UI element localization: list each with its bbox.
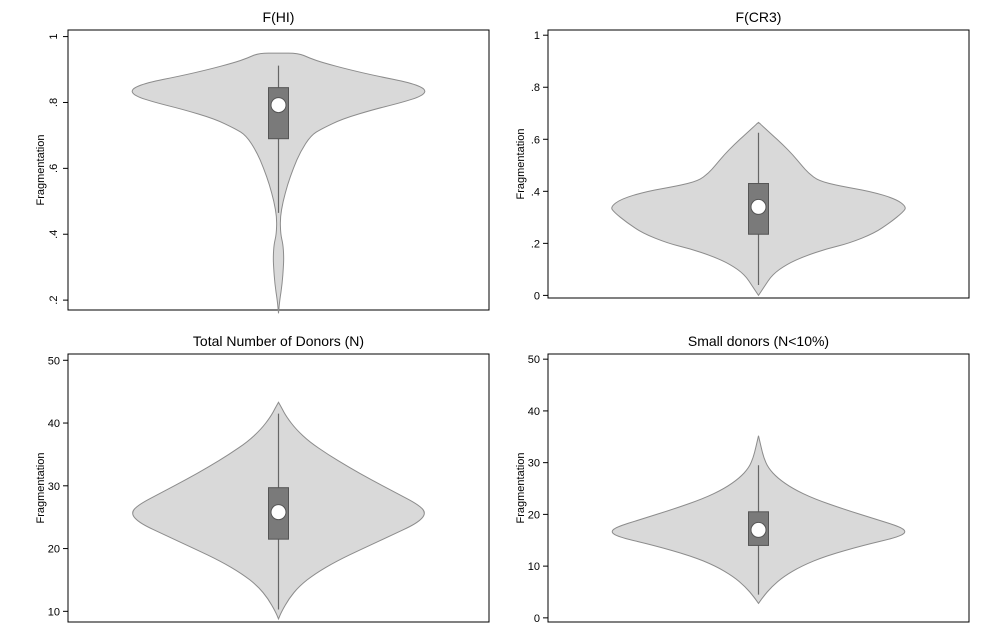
y-tick-label: .8 bbox=[531, 82, 540, 94]
plot-frame bbox=[547, 353, 970, 623]
y-tick-label: 20 bbox=[48, 544, 60, 556]
y-tick-label: .2 bbox=[48, 296, 60, 305]
panel-4: Small donors (N<10%) Fragmentation 0 10 20 30… bbox=[515, 333, 970, 625]
panel-title: F(CR3) bbox=[736, 9, 782, 25]
y-tick-label: 20 bbox=[528, 509, 540, 521]
panel-title: Total Number of Donors (N) bbox=[193, 333, 364, 349]
y-tick-label: 30 bbox=[528, 458, 540, 470]
y-axis-label: Fragmentation bbox=[515, 129, 527, 200]
y-tick-label: .6 bbox=[48, 164, 60, 173]
y-tick-label: 0 bbox=[534, 613, 540, 625]
panel-2: F(CR3) Fragmentation 0 .2 .4 .6 .8 1 bbox=[515, 9, 970, 302]
y-axis-label: Fragmentation bbox=[35, 453, 47, 524]
y-tick-label: .6 bbox=[531, 134, 540, 146]
median-marker bbox=[270, 97, 287, 114]
median-marker bbox=[750, 521, 767, 538]
y-axis-label: Fragmentation bbox=[515, 453, 527, 524]
plot-frame bbox=[547, 29, 970, 299]
y-tick-label: 0 bbox=[534, 290, 540, 302]
y-tick-label: 40 bbox=[48, 418, 60, 430]
y-tick-label: 1 bbox=[48, 34, 60, 40]
y-tick-label: 50 bbox=[528, 354, 540, 366]
median-marker bbox=[270, 504, 287, 521]
median-marker bbox=[750, 198, 767, 215]
panel-1: F(HI) Fragmentation .2 .4 .6 .8 1 bbox=[35, 9, 490, 314]
y-tick-label: 10 bbox=[528, 561, 540, 573]
plot-frame bbox=[67, 353, 490, 623]
y-tick-label: 40 bbox=[528, 406, 540, 418]
y-tick-label: 50 bbox=[48, 355, 60, 367]
panel-3: Total Number of Donors (N) Fragmentation 1… bbox=[35, 333, 490, 623]
y-tick-label: .8 bbox=[48, 98, 60, 107]
panel-title: Small donors (N<10%) bbox=[688, 333, 829, 349]
y-tick-label: .4 bbox=[531, 186, 540, 198]
y-tick-label: 1 bbox=[534, 30, 540, 42]
y-axis-label: Fragmentation bbox=[35, 135, 47, 206]
iqr-box bbox=[268, 87, 289, 140]
panel-title: F(HI) bbox=[263, 9, 295, 25]
y-tick-label: 10 bbox=[48, 606, 60, 618]
y-tick-label: 30 bbox=[48, 481, 60, 493]
y-tick-label: .4 bbox=[48, 230, 60, 239]
y-tick-label: .2 bbox=[531, 238, 540, 250]
